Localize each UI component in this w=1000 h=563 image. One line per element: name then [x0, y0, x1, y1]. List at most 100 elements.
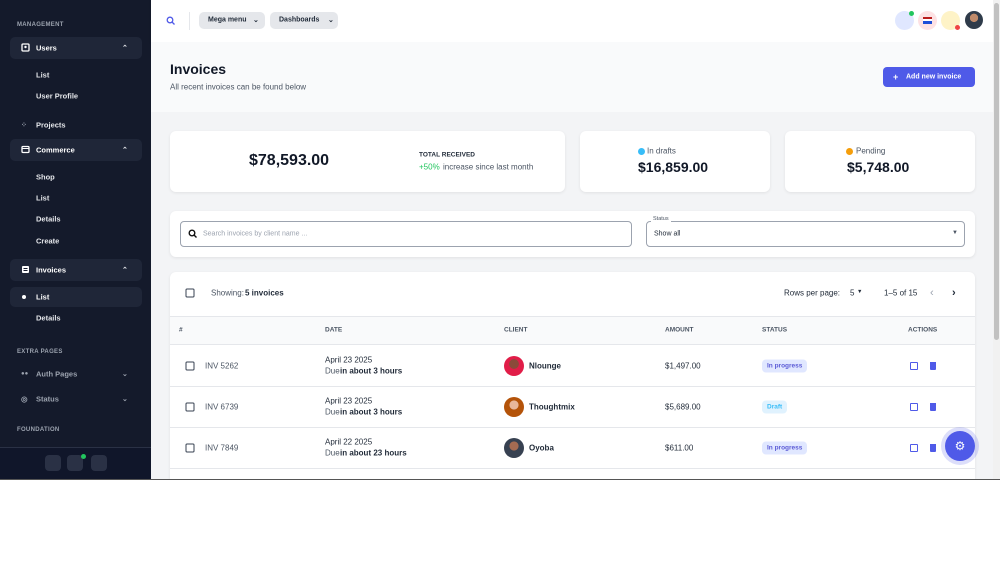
- nav-item[interactable]: [10, 37, 142, 59]
- date: April 22 2025: [325, 437, 373, 447]
- stat-card: [580, 131, 770, 192]
- stat-card: [170, 131, 565, 192]
- icon: ⁘: [21, 122, 27, 129]
- column-header: #: [179, 326, 183, 334]
- icon: ◎: [21, 394, 28, 404]
- row-divider: [170, 427, 975, 428]
- showing-label: Showing:: [211, 288, 244, 298]
- icon-button[interactable]: [45, 455, 61, 471]
- icon: [21, 43, 30, 52]
- search-input[interactable]: [180, 221, 632, 247]
- table-head: [170, 316, 975, 345]
- chevron: ⌄: [328, 17, 334, 24]
- chevron: ⌃: [122, 45, 128, 52]
- dot: [846, 148, 853, 155]
- page-subtitle: All recent invoices can be found below: [170, 82, 307, 92]
- client: Thoughtmix: [529, 402, 575, 412]
- stat-amount: $78,593.00: [249, 152, 330, 169]
- chevron: ⌄: [122, 396, 128, 403]
- search-placeholder: Search invoices by client name ...: [203, 230, 308, 238]
- due: in about 3 hours: [340, 407, 403, 417]
- menu-button[interactable]: Dashboards ⌄: [270, 12, 338, 29]
- due-label: Due: [325, 448, 340, 458]
- showing-count: 5 invoices: [245, 288, 284, 298]
- nav-sub[interactable]: List: [36, 193, 50, 203]
- due: in about 3 hours: [340, 366, 403, 376]
- menu-button[interactable]: Mega menu ⌄: [199, 12, 265, 29]
- stat-change: +50%: [419, 162, 440, 172]
- nav-item[interactable]: Projects: [36, 120, 66, 130]
- edit-action[interactable]: [910, 362, 918, 370]
- status-chip: In progress: [762, 359, 808, 373]
- search-icon: [188, 229, 197, 238]
- nav-sub[interactable]: Create: [36, 236, 60, 246]
- settings-fab[interactable]: ⚙: [945, 431, 975, 461]
- search-icon[interactable]: [166, 16, 175, 25]
- bullet: [22, 295, 26, 299]
- chevron: ⌄: [253, 17, 259, 24]
- date: April 23 2025: [325, 396, 373, 406]
- amount: $1,497.00: [665, 361, 701, 371]
- nav-item[interactable]: Status: [36, 394, 59, 404]
- next[interactable]: ›: [952, 287, 956, 299]
- status-chip: In progress: [762, 441, 808, 455]
- edit-action[interactable]: [910, 444, 918, 452]
- nav-label: Users: [36, 43, 57, 53]
- nav-sub[interactable]: List: [36, 70, 50, 80]
- avatar[interactable]: [965, 11, 983, 29]
- nav-sub[interactable]: Details: [36, 214, 61, 224]
- column-header: DATE: [325, 326, 343, 334]
- nav-sub[interactable]: User Profile: [36, 91, 79, 101]
- dot: [638, 148, 645, 155]
- amount: $5,689.00: [665, 402, 701, 412]
- caret: ▼: [857, 289, 863, 295]
- flag: [923, 17, 932, 24]
- button-label: Add new invoice: [906, 73, 962, 81]
- nav-sub[interactable]: Details: [36, 313, 61, 323]
- status-chip: Draft: [762, 400, 788, 414]
- stat-amount: $16,859.00: [638, 159, 709, 175]
- nav-item[interactable]: [10, 139, 142, 161]
- nav-sub[interactable]: Shop: [36, 172, 55, 182]
- divider: [189, 12, 190, 30]
- edit-action[interactable]: [910, 403, 918, 411]
- nav-sub: List: [36, 292, 50, 302]
- section-label: FOUNDATION: [17, 427, 60, 433]
- status-dot: [955, 25, 960, 30]
- nav-active[interactable]: [10, 287, 142, 307]
- sidebar: MANAGEMENT Users ⌃ List User Profile ⁘ P…: [0, 0, 151, 479]
- checkbox[interactable]: [185, 361, 195, 371]
- delete-action[interactable]: [930, 444, 936, 452]
- column-header: ACTIONS: [908, 326, 938, 334]
- topbar: Mega menu ⌄ Dashboards ⌄: [151, 0, 993, 42]
- icon-button[interactable]: [895, 11, 914, 30]
- checkbox[interactable]: [185, 402, 195, 412]
- invoice-id: INV 6739: [205, 402, 239, 412]
- status-select[interactable]: [646, 221, 965, 247]
- add-button[interactable]: + Add new invoice: [883, 67, 975, 87]
- date: April 23 2025: [325, 355, 373, 365]
- stat-note: increase since last month: [443, 162, 534, 172]
- column-header: STATUS: [762, 326, 788, 334]
- checkbox[interactable]: [185, 288, 195, 298]
- nav-item[interactable]: [10, 259, 142, 281]
- status-dot: [909, 11, 914, 16]
- checkbox[interactable]: [185, 443, 195, 453]
- icon-button[interactable]: [67, 455, 83, 471]
- nav-label: Commerce: [36, 145, 75, 155]
- menu-label: Dashboards: [279, 16, 320, 24]
- row-divider: [170, 386, 975, 387]
- prev[interactable]: ‹: [930, 287, 934, 299]
- nav-item[interactable]: Auth Pages: [36, 369, 78, 379]
- invoice-id: INV 5262: [205, 361, 239, 371]
- rows-value[interactable]: 5: [850, 288, 855, 298]
- delete-action[interactable]: [930, 403, 936, 411]
- caret: ▼: [952, 230, 958, 236]
- menu-label: Mega menu: [208, 16, 247, 24]
- icon-button[interactable]: [91, 455, 107, 471]
- delete-action[interactable]: [930, 362, 936, 370]
- column-header: CLIENT: [504, 326, 528, 334]
- client: Oyoba: [529, 443, 554, 453]
- stat-label: Pending: [856, 146, 886, 156]
